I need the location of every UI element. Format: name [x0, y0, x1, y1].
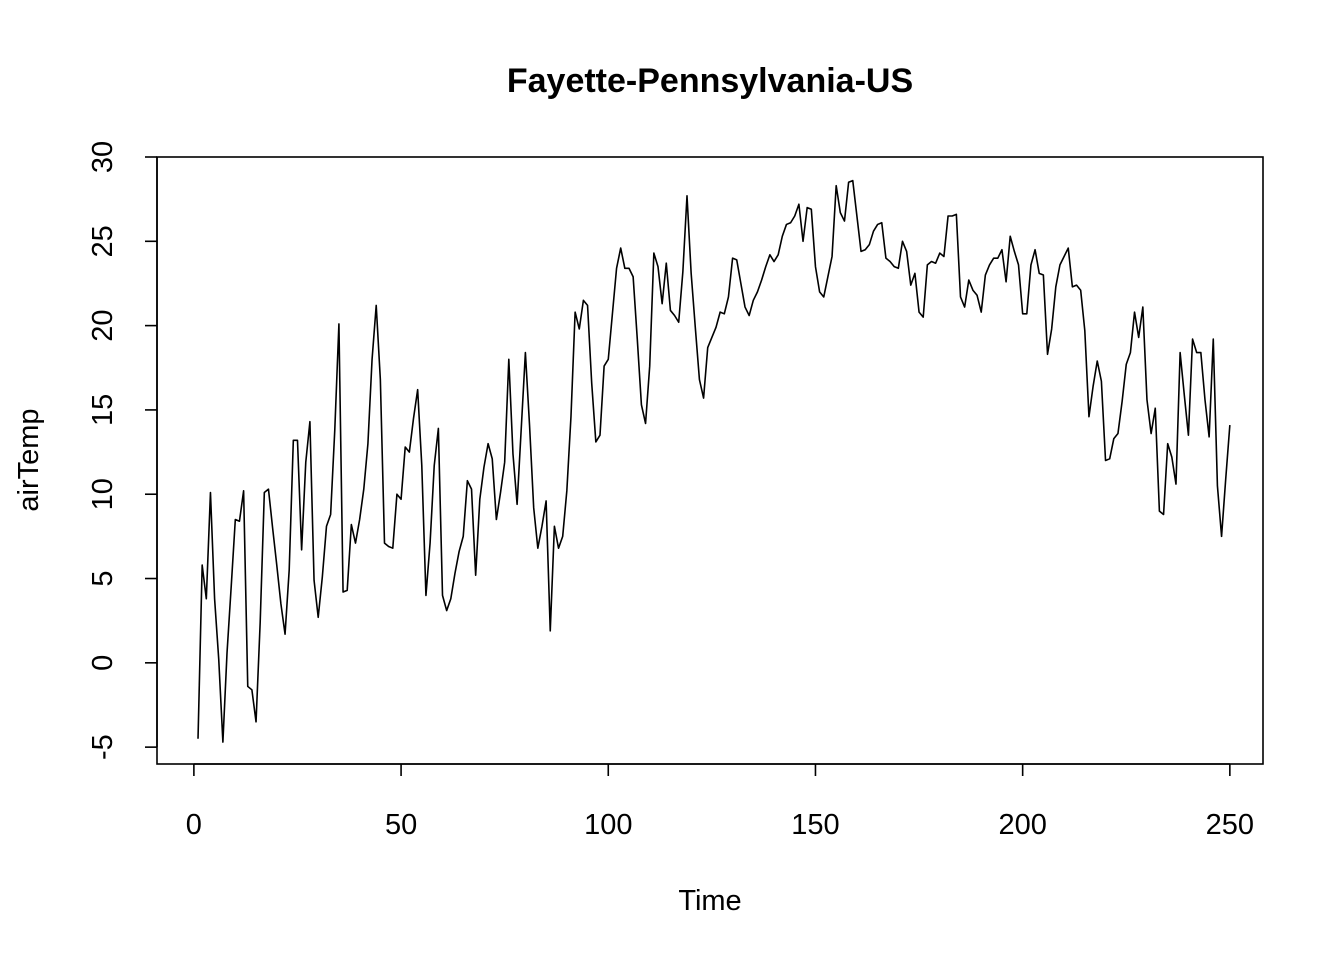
chart-title: Fayette-Pennsylvania-US [507, 62, 913, 100]
x-tick-label: 250 [1206, 809, 1254, 841]
x-tick-label: 100 [584, 809, 632, 841]
y-tick-label: 25 [87, 225, 119, 257]
y-tick-label: -5 [87, 734, 119, 760]
y-axis: -5 0 5 10 15 20 25 30 [87, 141, 158, 760]
series-line [197, 179, 1231, 743]
y-axis-label: airTemp [13, 408, 45, 511]
x-tick-label: 50 [385, 809, 417, 841]
x-axis: 0 50 100 150 200 250 [186, 763, 1254, 841]
x-axis-label: Time [678, 885, 741, 917]
y-tick-label: 15 [87, 394, 119, 426]
x-tick-label: 200 [998, 809, 1046, 841]
x-tick-label: 0 [186, 809, 202, 841]
y-tick-label: 20 [87, 309, 119, 341]
y-tick-label: 10 [87, 478, 119, 510]
plot-frame [156, 156, 1264, 765]
y-tick-label: 5 [87, 570, 119, 586]
y-tick-label: 0 [87, 655, 119, 671]
x-tick-label: 150 [791, 809, 839, 841]
y-tick-label: 30 [87, 141, 119, 173]
